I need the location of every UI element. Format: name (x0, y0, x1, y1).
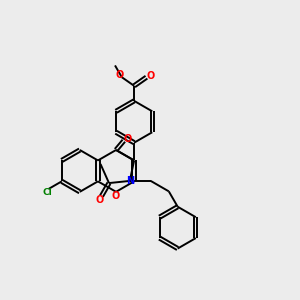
Text: O: O (115, 70, 124, 80)
Text: O: O (95, 195, 103, 205)
Text: O: O (124, 134, 132, 144)
Text: Cl: Cl (42, 188, 52, 197)
Text: O: O (146, 71, 154, 81)
Text: O: O (112, 191, 120, 201)
Text: N: N (127, 176, 135, 186)
